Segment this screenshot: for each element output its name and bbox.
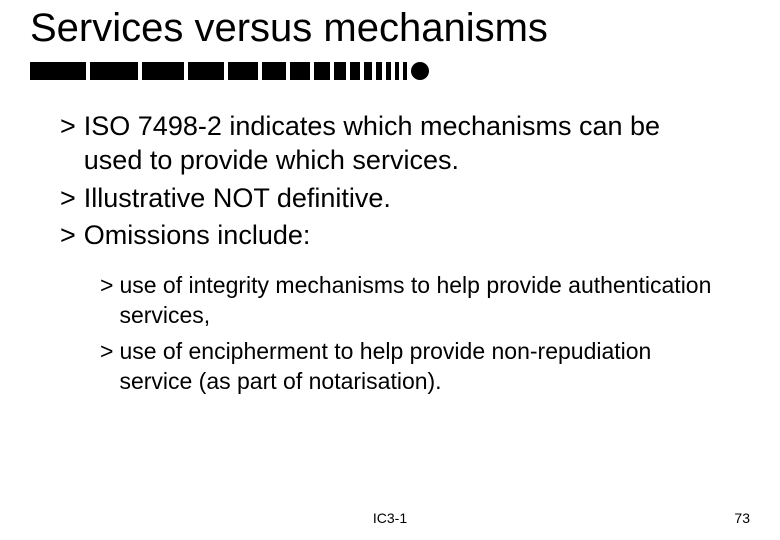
bullet-lvl2: > use of integrity mechanisms to help pr…: [100, 271, 720, 331]
decor-bar: [386, 62, 391, 80]
sub-bullets: > use of integrity mechanisms to help pr…: [100, 271, 720, 397]
bullet-marker: >: [60, 219, 84, 253]
bullet-marker: >: [60, 110, 84, 178]
page-number: 73: [734, 510, 750, 526]
decor-bar: [262, 62, 286, 80]
decor-bar: [403, 62, 407, 80]
decor-bar: [30, 62, 86, 80]
decor-bar: [376, 62, 382, 80]
decor-bar: [395, 62, 399, 80]
bullet-text: ISO 7498-2 indicates which mechanisms ca…: [84, 110, 720, 178]
slide-title: Services versus mechanisms: [30, 6, 548, 51]
decor-bar: [364, 62, 372, 80]
bullet-lvl2: > use of encipherment to help provide no…: [100, 337, 720, 397]
footer-center-label: IC3-1: [0, 510, 780, 526]
decor-bar: [334, 62, 346, 80]
decor-bar: [188, 62, 224, 80]
slide-body: > ISO 7498-2 indicates which mechanisms …: [60, 110, 720, 403]
bullet-text: use of encipherment to help provide non-…: [119, 337, 720, 397]
decor-bar: [350, 62, 360, 80]
bullet-marker: >: [60, 182, 84, 216]
decor-circle: [411, 62, 429, 80]
bullet-text: Illustrative NOT definitive.: [84, 182, 720, 216]
bullet-text: Omissions include:: [84, 219, 720, 253]
bullet-lvl1: > Omissions include:: [60, 219, 720, 253]
bullet-lvl1: > Illustrative NOT definitive.: [60, 182, 720, 216]
bullet-lvl1: > ISO 7498-2 indicates which mechanisms …: [60, 110, 720, 178]
decor-bar: [314, 62, 330, 80]
bullet-marker: >: [100, 271, 119, 331]
bullet-marker: >: [100, 337, 119, 397]
slide: Services versus mechanisms > ISO 7498-2 …: [0, 0, 780, 540]
title-decor-bars: [30, 62, 429, 80]
decor-bar: [290, 62, 310, 80]
bullet-text: use of integrity mechanisms to help prov…: [119, 271, 720, 331]
decor-bar: [142, 62, 184, 80]
decor-bar: [90, 62, 138, 80]
decor-bar: [228, 62, 258, 80]
